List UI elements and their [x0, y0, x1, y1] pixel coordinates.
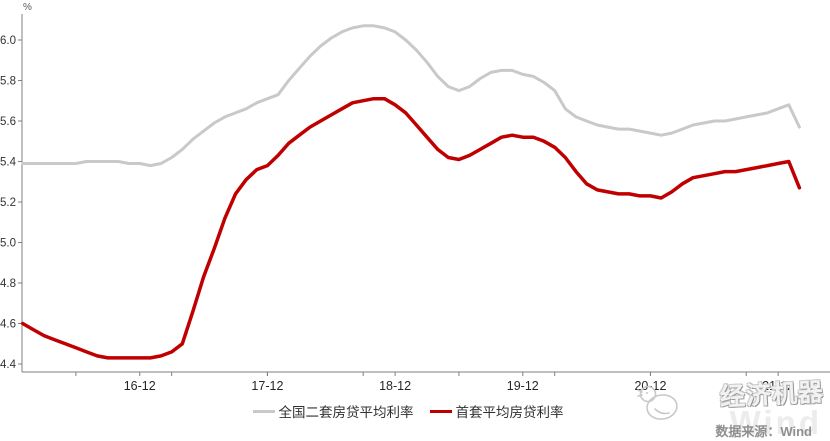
y-tick-label: 6.0 [0, 35, 16, 47]
x-tick-label: 21-12 [762, 379, 794, 393]
y-tick-label: 5.0 [0, 238, 16, 250]
brand-watermark-text: 经济机器 [719, 378, 825, 412]
x-tick-label: 16-12 [124, 379, 156, 393]
y-tick-label: 5.4 [0, 157, 17, 169]
legend-item-first-home: 首套平均房贷利率 [429, 401, 564, 421]
x-tick-label: 17-12 [251, 379, 283, 393]
y-tick-label: 5.8 [0, 76, 16, 88]
legend-label-second-home: 全国二套房贷平均利率 [278, 405, 414, 420]
y-axis-unit-label: % [23, 2, 32, 13]
y-tick-label: 5.6 [0, 116, 16, 128]
second-home-line-swatch-icon [252, 409, 275, 413]
y-tick-label: 5.2 [0, 197, 16, 209]
second-home-rate-line [21, 24, 801, 168]
x-tick-label: 19-12 [507, 379, 539, 393]
first-home-rate-line [20, 96, 802, 360]
legend-label-first-home: 首套平均房贷利率 [455, 405, 564, 420]
legend-item-second-home: 全国二套房贷平均利率 [252, 401, 414, 421]
y-tick-label: 4.4 [0, 359, 17, 371]
wind-ghost-watermark: Wind [729, 404, 822, 441]
first-home-line-swatch-icon [429, 409, 452, 413]
y-tick-label: 4.8 [0, 278, 16, 290]
jingji-jiqi-logo-icon [637, 385, 678, 420]
watermark-block: Wind 经济机器 数据来源：Wind [637, 378, 828, 441]
y-tick-label: 4.6 [0, 319, 16, 331]
x-tick-label: 18-12 [379, 379, 411, 393]
chart-legend: 全国二套房贷平均利率 首套平均房贷利率 [0, 401, 816, 421]
data-source-label: 数据来源：Wind [715, 424, 812, 439]
